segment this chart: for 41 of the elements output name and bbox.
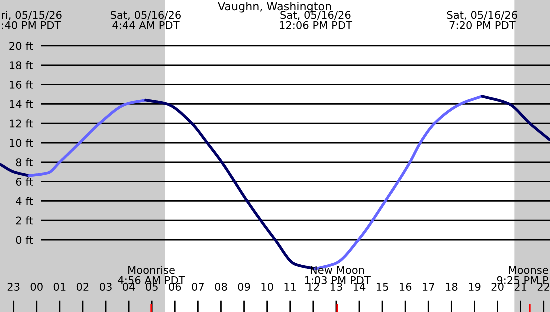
annotation: Sat, 05/16/26 7:20 PM PDT — [447, 11, 518, 30]
x-tick-label: 15 — [376, 283, 388, 292]
x-tick-label: 01 — [54, 283, 66, 292]
x-tick-label: 10 — [262, 283, 274, 292]
annotation: Sat, 05/16/26 12:06 PM PDT — [280, 11, 353, 30]
annotation: Moonrise 4:56 AM PDT — [118, 266, 186, 284]
chart-title: Vaughn, Washington — [218, 2, 332, 13]
x-tick-label: 06 — [169, 283, 182, 292]
annotation: ri, 05/15/26 :40 PM PDT — [2, 11, 62, 30]
annotation: New Moon 1:03 PM PDT — [305, 266, 371, 284]
y-tick-label: 14 ft — [10, 100, 34, 108]
x-tick-label: 08 — [215, 283, 228, 292]
annotation: Moonse 9:25 PM P — [497, 266, 549, 284]
x-tick-label: 05 — [146, 283, 158, 292]
x-tick-label: 13 — [330, 283, 342, 292]
x-tick-label: 20 — [492, 283, 504, 292]
annotation: Sat, 05/16/26 4:44 AM PDT — [110, 11, 181, 30]
y-tick-label: 4 ft — [16, 197, 34, 206]
x-tick-label: 16 — [400, 283, 412, 292]
y-tick-label: 6 ft — [16, 178, 34, 186]
y-tick-label: 20 ft — [10, 42, 34, 50]
y-tick-label: 18 ft — [10, 61, 34, 70]
x-tick-label: 18 — [446, 283, 458, 292]
y-tick-label: 0 ft — [16, 236, 34, 244]
x-tick-label: 00 — [30, 283, 43, 292]
x-tick-label: 02 — [76, 283, 89, 292]
x-tick-label: 19 — [469, 283, 481, 292]
y-tick-label: 12 ft — [10, 120, 34, 128]
y-tick-label: 10 ft — [10, 138, 34, 148]
x-tick-label: 17 — [423, 283, 434, 291]
x-tick-label: 04 — [123, 283, 136, 292]
x-tick-label: 09 — [238, 283, 250, 292]
x-tick-label: 14 — [354, 283, 366, 291]
y-tick-label: 2 ft — [16, 216, 34, 225]
x-tick-label: 22 — [538, 283, 550, 291]
x-tick-label: 23 — [8, 283, 20, 292]
x-tick-label: 11 — [284, 283, 296, 291]
y-tick-label: 8 ft — [16, 158, 34, 167]
x-tick-label: 07 — [192, 283, 204, 292]
x-tick-label: 03 — [100, 283, 112, 292]
y-tick-label: 16 ft — [10, 80, 34, 89]
